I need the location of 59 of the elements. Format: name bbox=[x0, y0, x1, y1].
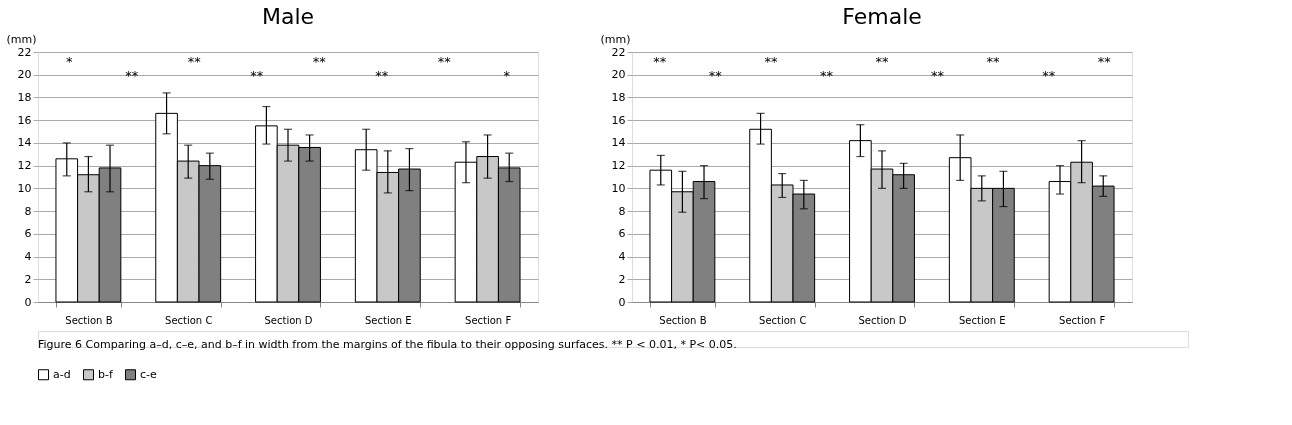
annotation: ** bbox=[764, 54, 778, 69]
x-tick-label: Section F bbox=[465, 314, 512, 326]
legend-label: c-e bbox=[140, 367, 158, 381]
chart-title: Male bbox=[261, 4, 315, 29]
y-tick-label: 8 bbox=[618, 204, 626, 218]
annotation: ** bbox=[125, 68, 139, 83]
y-tick-label: 22 bbox=[611, 45, 626, 59]
x-tick-label: Section B bbox=[659, 314, 707, 326]
annotation: ** bbox=[931, 68, 945, 83]
annotation: ** bbox=[1042, 68, 1056, 83]
y-tick-label: 10 bbox=[17, 181, 32, 195]
x-tick-label: Section D bbox=[264, 314, 313, 326]
annotation: ** bbox=[187, 54, 202, 69]
y-tick-label: 16 bbox=[611, 113, 626, 127]
x-tick-label: Section E bbox=[364, 314, 412, 326]
y-tick-label: 6 bbox=[24, 227, 32, 241]
legend-label: b-f bbox=[98, 367, 114, 381]
x-tick-label: Section B bbox=[65, 314, 113, 326]
y-tick-label: 2 bbox=[24, 272, 32, 286]
y-tick-label: 18 bbox=[17, 90, 32, 104]
y-tick-label: 20 bbox=[17, 68, 32, 82]
x-tick-label: Section F bbox=[1059, 314, 1106, 326]
annotation: ** bbox=[819, 68, 834, 83]
annotation: ** bbox=[437, 54, 452, 69]
annotation: ** bbox=[708, 68, 723, 83]
y-tick-label: 4 bbox=[24, 250, 32, 264]
y-axis-title: (mm) bbox=[600, 32, 631, 46]
annotation: ** bbox=[312, 54, 327, 69]
x-tick-label: Section D bbox=[858, 314, 907, 326]
y-axis-title: (mm) bbox=[6, 32, 37, 46]
caption: Figure 6 Comparing a–d, c–e, and b–f in width from the margins of the fibula to their opposing surfaces. ** P < 0.01, * P< 0.05. bbox=[38, 338, 737, 351]
y-tick-label: 18 bbox=[611, 90, 626, 104]
annotation: * bbox=[503, 68, 511, 83]
annotation: ** bbox=[986, 54, 1001, 69]
y-tick-label: 0 bbox=[618, 295, 626, 309]
x-tick-label: Section C bbox=[165, 314, 213, 326]
y-tick-label: 16 bbox=[17, 113, 32, 127]
y-tick-label: 20 bbox=[611, 68, 626, 82]
y-tick-label: 8 bbox=[24, 204, 32, 218]
x-tick-label: Section E bbox=[958, 314, 1006, 326]
y-tick-label: 22 bbox=[17, 45, 32, 59]
chart-title: Female bbox=[842, 4, 922, 29]
y-tick-label: 2 bbox=[618, 272, 626, 286]
annotation: ** bbox=[250, 68, 264, 83]
y-tick-label: 14 bbox=[17, 136, 32, 150]
annotation: * bbox=[66, 54, 73, 69]
y-tick-label: 4 bbox=[618, 250, 626, 264]
annotation: ** bbox=[1097, 54, 1112, 69]
x-tick-label: Section C bbox=[759, 314, 807, 326]
annotation: ** bbox=[653, 54, 667, 69]
y-tick-label: 12 bbox=[611, 159, 626, 173]
legend-label: a-d bbox=[53, 367, 71, 381]
y-tick-label: 14 bbox=[611, 136, 626, 150]
annotation: ** bbox=[875, 54, 889, 69]
y-tick-label: 10 bbox=[611, 181, 626, 195]
y-tick-label: 12 bbox=[17, 159, 32, 173]
annotation: ** bbox=[375, 68, 389, 83]
y-tick-label: 6 bbox=[618, 227, 626, 241]
y-tick-label: 0 bbox=[24, 295, 32, 309]
